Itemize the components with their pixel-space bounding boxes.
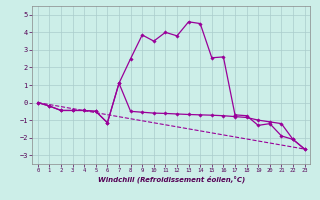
X-axis label: Windchill (Refroidissement éolien,°C): Windchill (Refroidissement éolien,°C) [98, 176, 245, 183]
